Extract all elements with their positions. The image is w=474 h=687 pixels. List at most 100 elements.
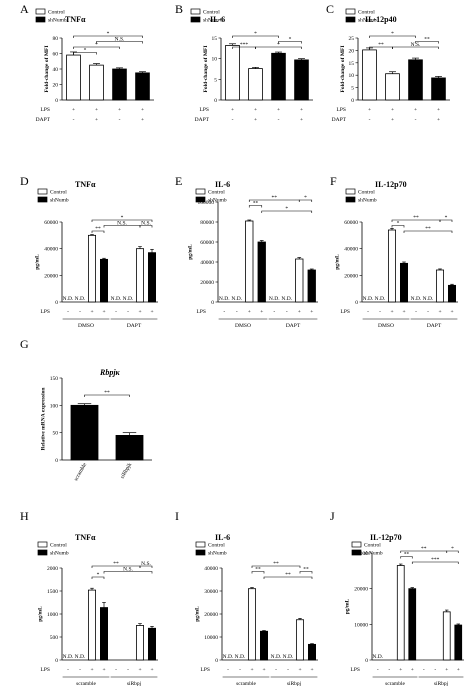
row-label: LPS [200,107,209,113]
legend-swatch [37,549,48,556]
nd-label: N.D. [111,296,122,302]
significance-label: * [84,48,87,54]
significance-bracket [73,52,97,55]
group-label: scramble [385,681,405,687]
row-sign: - [278,117,280,123]
bar [385,73,400,101]
significance-label: * [97,572,100,578]
bar [147,627,156,661]
significance-label: * [277,42,280,48]
bar [362,49,377,101]
significance-bracket [261,210,313,213]
legend-swatch [37,196,48,203]
row-sign: + [310,309,313,315]
legend-label: Control [48,10,65,16]
legend-label: shNumb [358,198,377,204]
row-sign: + [300,117,303,123]
significance-bracket [411,561,459,564]
legend-swatch [37,188,48,195]
row-sign: + [437,117,440,123]
legend-swatch [195,196,206,203]
bar [112,68,127,101]
significance-label: N.S. [115,37,125,43]
significance-bracket [103,571,153,574]
significance-label: *** [431,557,440,563]
legend-label: Control [208,190,225,196]
y-tick-label: 0 [55,658,58,664]
panel-letter: F [330,174,337,188]
legend-label: shNumb [358,18,377,24]
significance-label: ** [273,561,279,567]
legend-swatch [190,16,201,23]
row-label: LPS [337,107,346,113]
bar [66,54,81,101]
significance-label: N.S. [117,221,127,227]
nd-label: N.D. [269,296,280,302]
group-label: DMSO [235,323,251,329]
legend-swatch [195,188,206,195]
nd-label: N.D. [363,296,374,302]
bar [307,269,316,303]
bar [447,284,456,303]
row-sign: + [438,309,441,315]
row-sign: - [236,309,238,315]
panel-letter: B [175,2,183,16]
significance-label: * [391,31,394,37]
nd-label: N.D. [63,654,74,660]
y-tick-label: 30000 [204,589,218,595]
row-sign: - [115,309,117,315]
row-sign: + [95,107,98,113]
row-sign: - [79,309,81,315]
significance-bracket [415,41,439,44]
row-label: DAPT [36,117,51,123]
row-sign: + [402,309,405,315]
significance-label: ** [303,567,309,573]
y-axis-label: pg/mL [187,244,193,260]
nd-label: N.D. [281,296,292,302]
bar [271,52,286,101]
row-label: LPS [41,107,50,113]
significance-bracket [403,230,453,233]
row-label: LPS [341,309,350,315]
chart-title: Rbpjκ [99,368,121,377]
nd-label: N.D. [231,296,242,302]
row-sign: + [298,667,301,673]
row-label: LPS [197,309,206,315]
significance-bracket [91,576,105,579]
y-tick-label: 0 [55,300,58,306]
panel-letter: D [20,174,29,188]
row-sign: + [95,117,98,123]
nd-label: N.D. [75,296,86,302]
bar [100,607,109,661]
row-sign: + [102,309,105,315]
legend-swatch [345,188,356,195]
group-label: scramble [236,681,256,687]
row-label: LPS [41,667,50,673]
panel-letter: H [20,509,29,523]
bar [147,252,156,303]
bar [225,45,240,101]
y-tick-label: 15 [212,36,218,42]
significance-label: ** [272,195,278,201]
significance-label: ** [424,37,430,43]
significance-bracket [391,225,405,228]
significance-label: * [285,206,288,212]
significance-bracket [139,225,153,228]
chart-title: IL-6 [215,533,230,542]
group-label: scramble [76,681,96,687]
y-tick-label: 10000 [354,622,368,628]
bar [435,269,444,303]
legend-swatch [195,549,206,556]
significance-label: ** [425,226,431,232]
row-sign: + [310,667,313,673]
row-sign: + [390,309,393,315]
significance-bracket [91,219,153,222]
y-tick-label: 0 [55,98,58,104]
nd-label: N.D. [223,654,234,660]
row-sign: + [414,107,417,113]
y-tick-label: 0 [355,300,358,306]
group-label: DAPT [427,323,442,329]
nd-label: N.D. [411,296,422,302]
